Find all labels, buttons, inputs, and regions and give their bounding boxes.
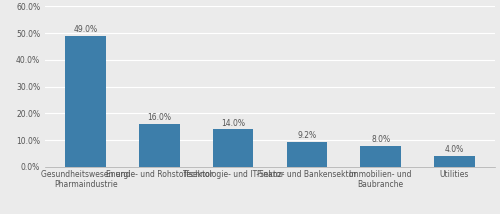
Text: 9.2%: 9.2% (298, 131, 316, 140)
Text: 49.0%: 49.0% (74, 25, 98, 34)
Text: 8.0%: 8.0% (371, 135, 390, 144)
Bar (213, 129, 254, 167)
Bar (434, 156, 474, 167)
Bar (66, 36, 106, 167)
Text: 4.0%: 4.0% (444, 145, 464, 154)
Bar (360, 146, 401, 167)
Text: 16.0%: 16.0% (148, 113, 172, 122)
Text: 14.0%: 14.0% (221, 119, 245, 128)
Bar (286, 142, 327, 167)
Bar (139, 124, 179, 167)
